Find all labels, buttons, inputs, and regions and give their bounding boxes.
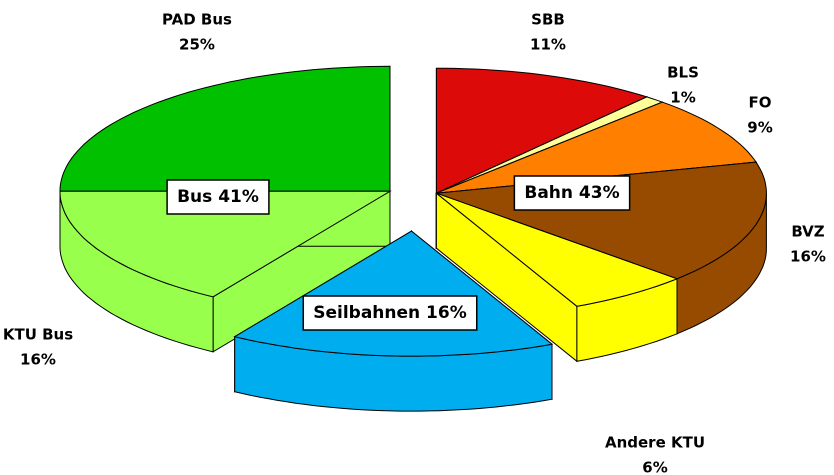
- slice-label: BVZ: [791, 223, 824, 241]
- slice-label: BLS: [667, 64, 699, 82]
- slice-label: PAD Bus: [162, 11, 232, 29]
- slice-value-label: 16%: [20, 351, 56, 369]
- slice: [436, 192, 679, 307]
- slice: [59, 190, 392, 298]
- group-label-box: [166, 179, 270, 215]
- slice: [436, 101, 758, 194]
- group-label: Seilbahnen 16%: [313, 303, 467, 323]
- slice-label: FO: [749, 94, 772, 112]
- slice-value-label: 1%: [670, 89, 695, 107]
- slice-label: Andere KTU: [605, 434, 705, 452]
- group-label-box: [513, 175, 631, 211]
- slice-value-label: 6%: [642, 459, 667, 475]
- slice-label: KTU Bus: [3, 326, 73, 344]
- slice: [435, 67, 649, 194]
- group-label: Bahn 43%: [524, 183, 619, 203]
- slice-value-label: 9%: [747, 119, 772, 137]
- slice-value-label: 25%: [179, 36, 215, 54]
- slice-label: SBB: [531, 11, 565, 29]
- group-label: Bus 41%: [177, 187, 259, 207]
- slice: [59, 65, 391, 192]
- slice-value-label: 11%: [530, 36, 566, 54]
- group-label-box: [302, 295, 478, 331]
- slice-value-label: 16%: [790, 248, 826, 266]
